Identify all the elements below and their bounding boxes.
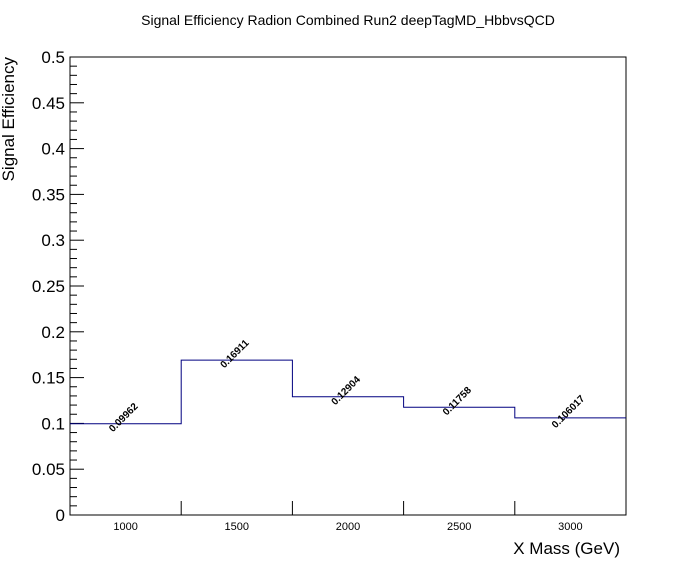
plot-frame (69, 56, 627, 516)
y-tick-label: 0.45 (32, 94, 65, 113)
y-tick-label: 0.15 (32, 369, 65, 388)
x-tick-label: 2000 (336, 521, 360, 533)
y-tick-label: 0 (56, 506, 65, 525)
y-tick-label: 0.35 (32, 185, 65, 204)
y-tick-label: 0.25 (32, 277, 65, 296)
data-labels: 0.09962 0.16911 0.12904 0.11758 0.106017 (107, 338, 587, 435)
efficiency-step-line (70, 359, 626, 425)
data-label: 0.09962 (107, 401, 141, 435)
y-tick-label: 0.1 (41, 414, 65, 433)
data-label: 0.16911 (219, 338, 252, 371)
x-axis: 1000 1500 2000 2500 3000 (113, 501, 583, 533)
y-tick-label: 0.5 (41, 48, 65, 67)
y-tick-label: 0.05 (32, 460, 65, 479)
x-tick-label: 3000 (558, 521, 582, 533)
data-label: 0.11758 (441, 385, 474, 418)
x-tick-label: 2500 (447, 521, 471, 533)
chart-title: Signal Efficiency Radion Combined Run2 d… (141, 12, 555, 28)
y-tick-label: 0.2 (41, 323, 65, 342)
data-label: 0.12904 (330, 374, 364, 408)
x-tick-label: 1500 (225, 521, 249, 533)
efficiency-series (70, 359, 626, 425)
y-tick-label: 0.4 (41, 140, 65, 159)
data-label: 0.106017 (550, 393, 588, 431)
y-tick-label: 0.3 (41, 231, 65, 250)
x-axis-label: X Mass (GeV) (513, 539, 620, 558)
y-axis: 0 0.05 0.1 0.15 0.2 0.25 0.3 0.35 0.4 0.45 0.5 (32, 48, 84, 525)
y-axis-label: Signal Efficiency (0, 57, 18, 182)
x-tick-label: 1000 (113, 521, 137, 533)
